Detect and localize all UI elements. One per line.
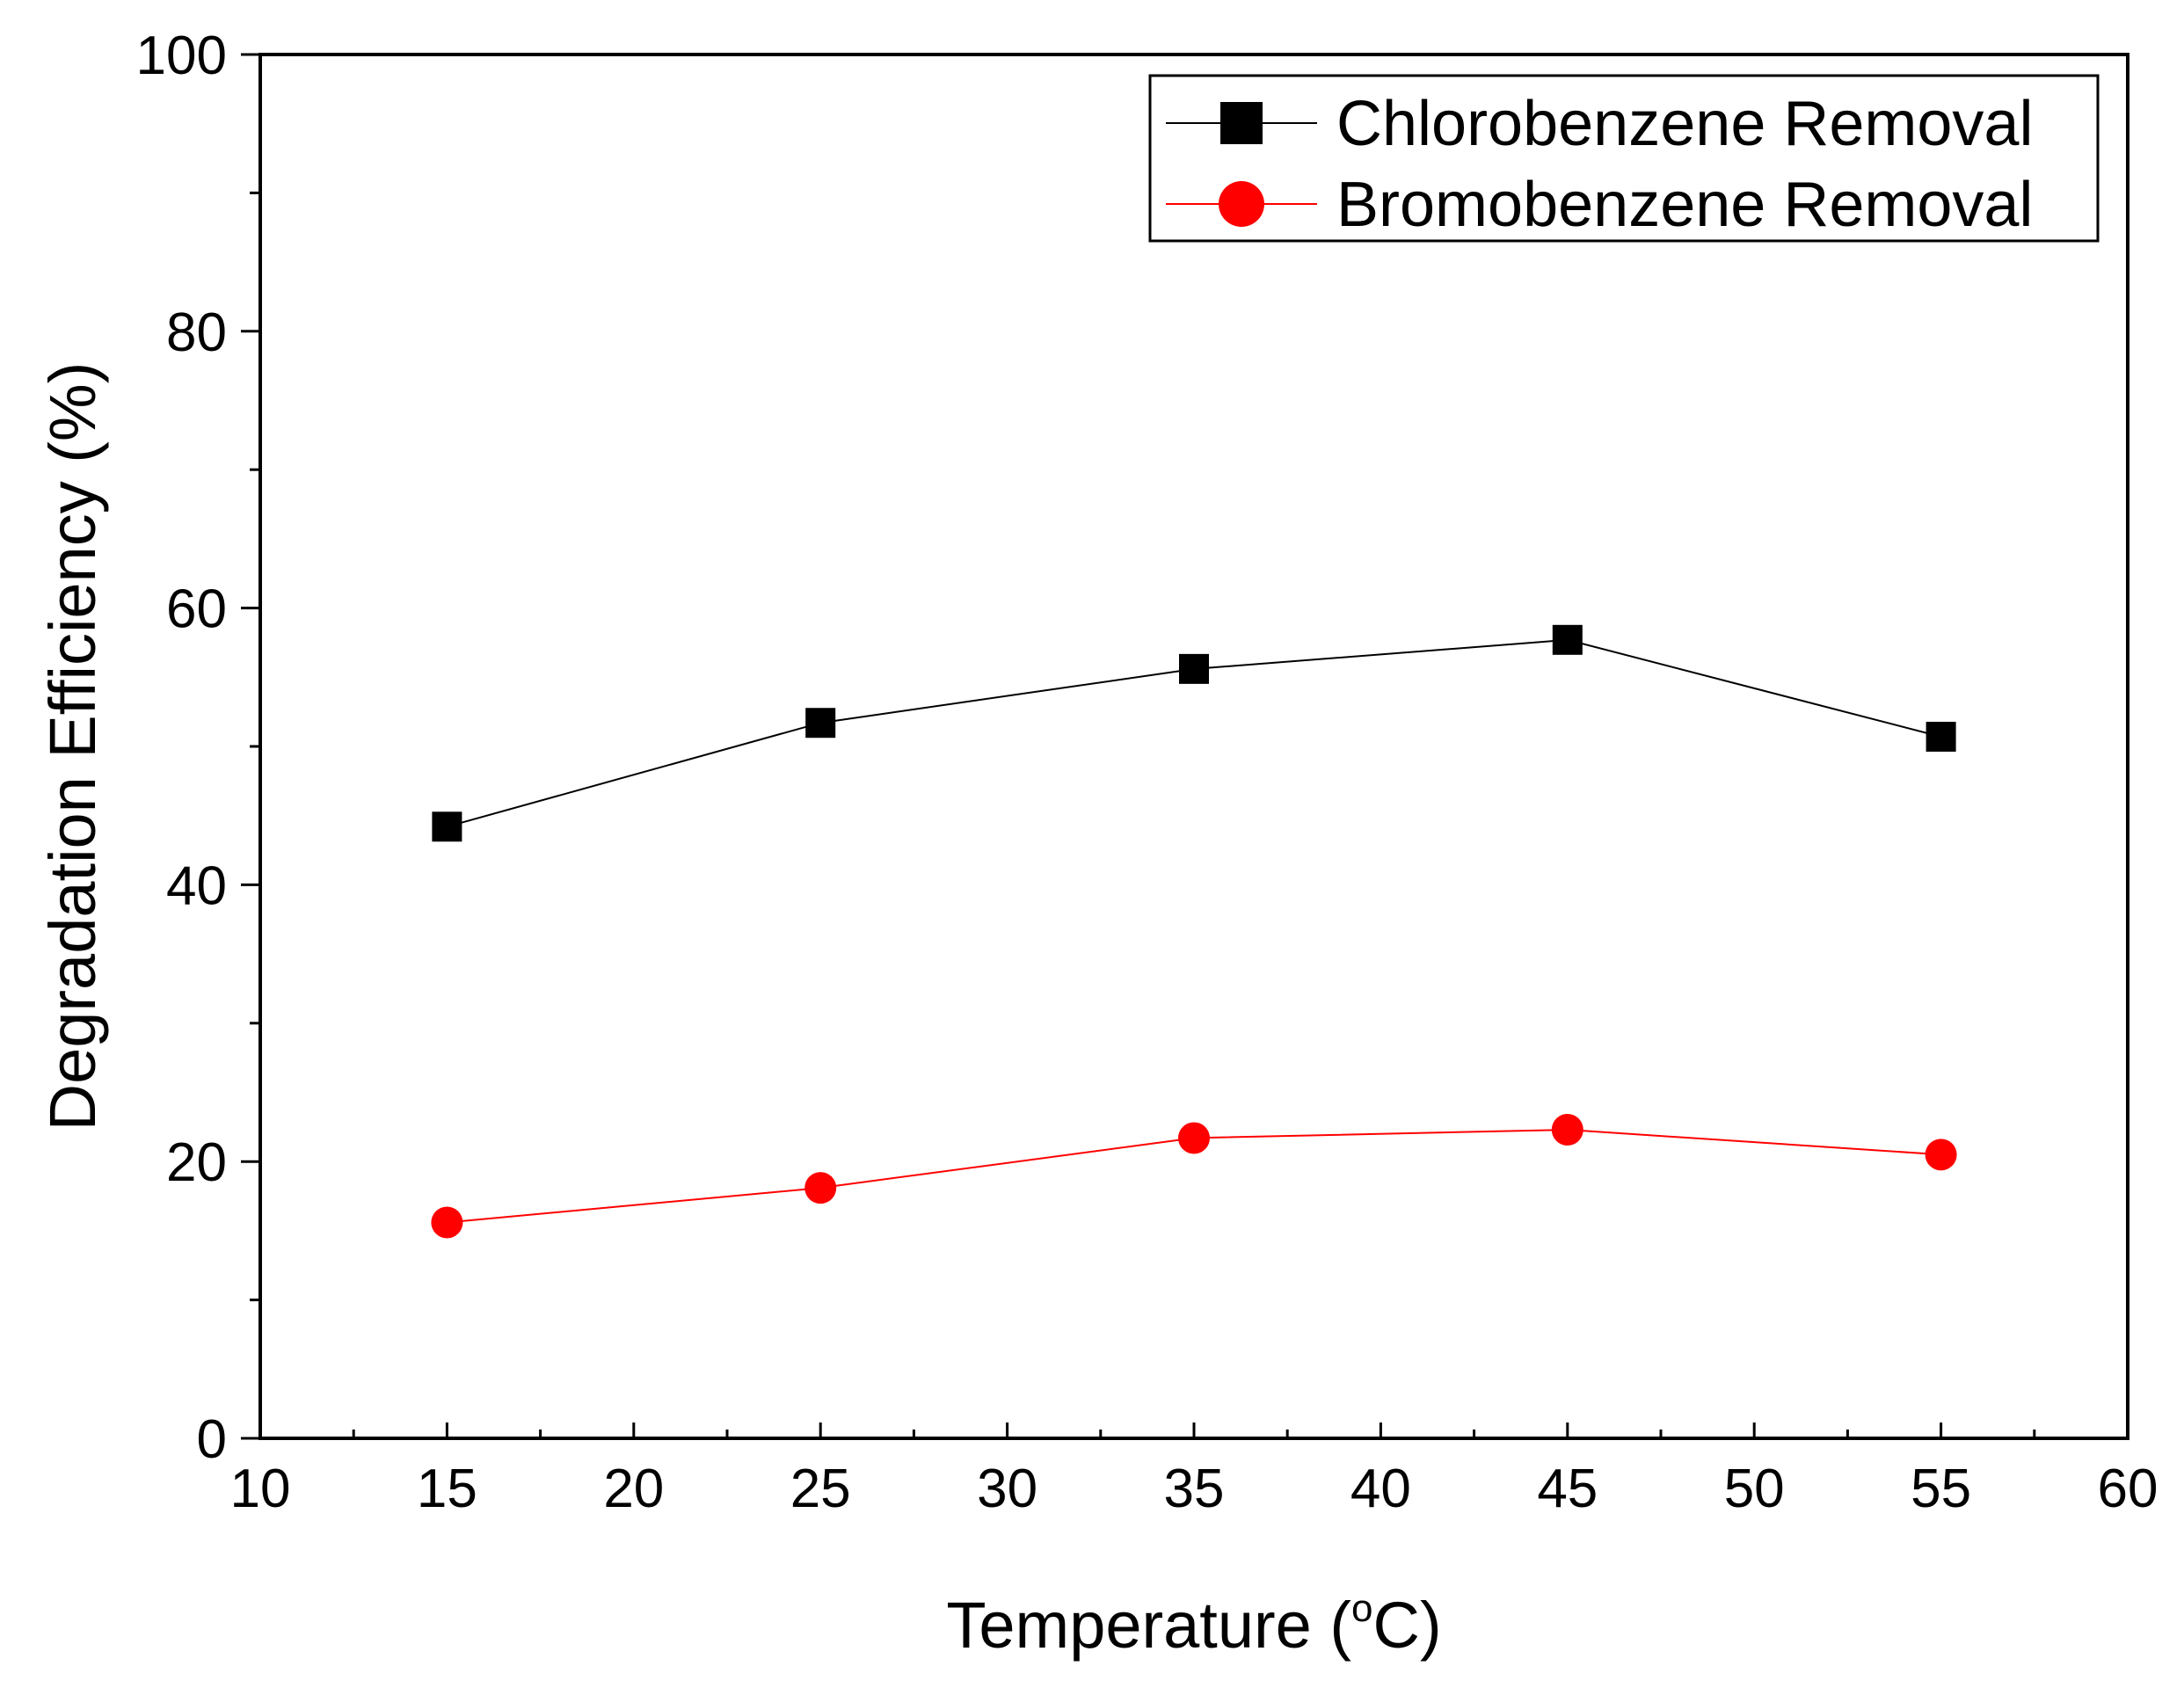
x-tick-label: 10 xyxy=(230,1459,291,1519)
x-tick-label: 50 xyxy=(1724,1459,1785,1519)
data-point-chlorobenzene xyxy=(1926,721,1956,752)
x-tick-label: 15 xyxy=(417,1459,477,1519)
x-tick-label: 45 xyxy=(1537,1459,1598,1519)
x-tick-label: 20 xyxy=(603,1459,664,1519)
legend: Chlorobenzene Removal Bromobenzene Remov… xyxy=(1148,74,2100,243)
data-point-chlorobenzene xyxy=(805,708,836,738)
data-point-bromobenzene xyxy=(1925,1139,1957,1171)
data-point-chlorobenzene xyxy=(1552,624,1583,655)
y-tick-label: 20 xyxy=(166,1132,227,1193)
y-tick-label: 80 xyxy=(166,302,227,363)
x-axis-ticks: 10 15 20 25 30 35 40 45 50 55 60 xyxy=(230,1422,2159,1519)
x-axis-title-degree: o xyxy=(1351,1587,1372,1630)
x-axis-title: Temperature (oC) xyxy=(946,1587,1441,1662)
y-axis-title: Degradation Efficiency (%) xyxy=(36,362,109,1131)
x-tick-label: 40 xyxy=(1350,1459,1411,1519)
legend-marker-bromobenzene xyxy=(1219,181,1264,227)
legend-label-bromobenzene: Bromobenzene Removal xyxy=(1336,170,2033,240)
legend-marker-chlorobenzene xyxy=(1220,102,1263,144)
x-tick-label: 55 xyxy=(1911,1459,1971,1519)
legend-box xyxy=(1148,74,2100,243)
y-tick-label: 0 xyxy=(197,1409,227,1470)
y-tick-label: 40 xyxy=(166,855,227,916)
y-axis-ticks: 0 20 40 60 80 100 xyxy=(136,25,260,1470)
x-tick-label: 35 xyxy=(1164,1459,1225,1519)
x-tick-label: 30 xyxy=(977,1459,1037,1519)
data-point-chlorobenzene xyxy=(1179,653,1209,684)
y-tick-label: 100 xyxy=(136,25,227,86)
y-tick-label: 60 xyxy=(166,579,227,640)
data-point-bromobenzene xyxy=(1551,1113,1583,1146)
data-point-bromobenzene xyxy=(1178,1122,1210,1154)
data-point-bromobenzene xyxy=(804,1172,837,1204)
x-axis-title-unit: C) xyxy=(1373,1589,1442,1662)
x-tick-label: 25 xyxy=(790,1459,851,1519)
legend-label-chlorobenzene: Chlorobenzene Removal xyxy=(1336,89,2033,159)
data-point-chlorobenzene xyxy=(432,811,462,842)
x-tick-label: 60 xyxy=(2098,1459,2159,1519)
series-markers xyxy=(431,624,1957,1239)
x-axis-title-main: Temperature ( xyxy=(946,1589,1351,1662)
data-point-bromobenzene xyxy=(431,1206,463,1239)
